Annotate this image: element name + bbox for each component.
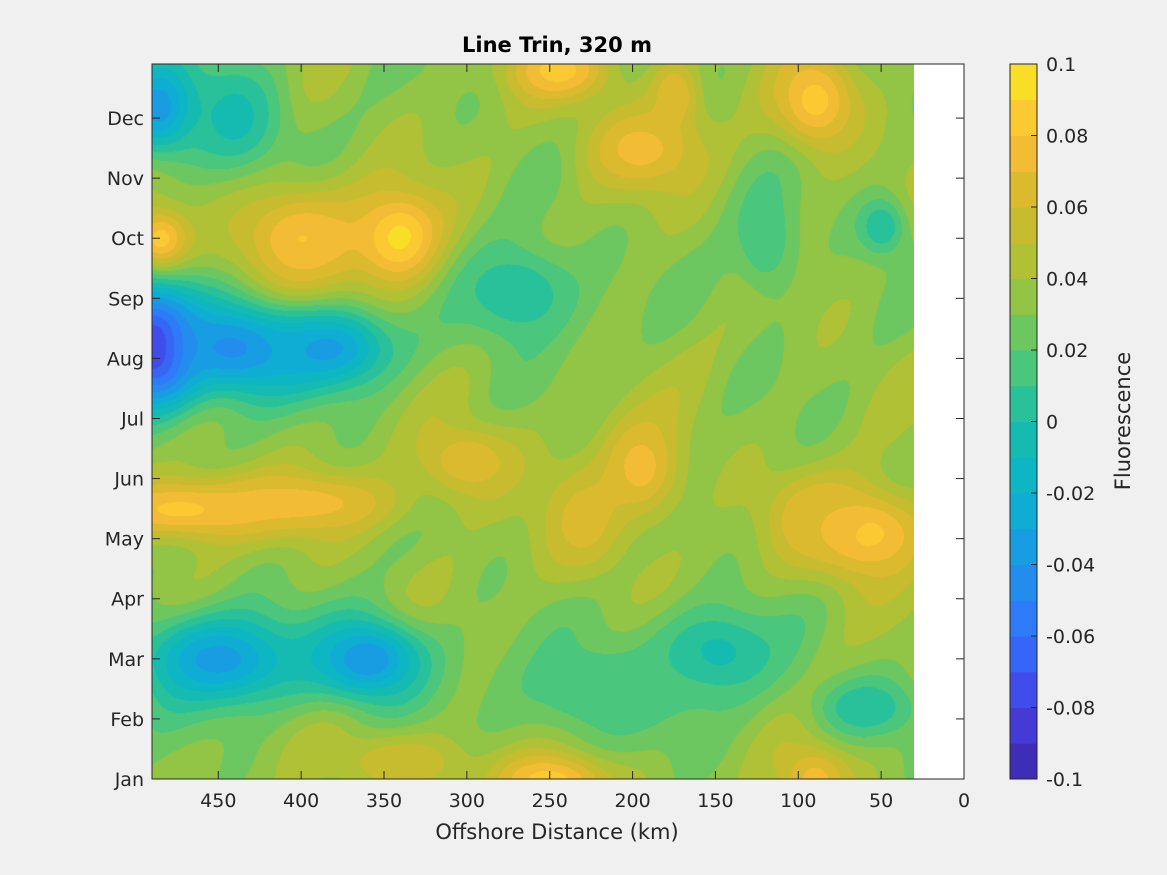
- x-axis-label: Offshore Distance (km): [435, 820, 678, 844]
- colorbar-tick-label: -0.06: [1046, 626, 1095, 648]
- colorbar-band: [1010, 600, 1037, 637]
- colorbar-band: [1010, 207, 1037, 244]
- colorbar-ticks: 0.1 0.08 0.06 0.04 0.02 0 -0.02 -0.04 -0.06 -0.08…: [1031, 54, 1095, 791]
- chart-title: Line Trin, 320 m: [462, 33, 652, 57]
- colorbar-band: [1010, 242, 1037, 279]
- colorbar-tick-label: 0: [1046, 412, 1058, 434]
- y-tick-label: Sep: [108, 288, 144, 310]
- y-tick-label: Aug: [107, 348, 144, 370]
- colorbar-band: [1010, 707, 1037, 744]
- x-tick-label: 250: [532, 790, 568, 812]
- axes-box: [151, 63, 965, 780]
- y-tick-label: Dec: [107, 108, 144, 130]
- heatmap-field: [152, 64, 914, 779]
- colorbar-band: [1010, 64, 1037, 101]
- x-tick-label: 200: [614, 790, 650, 812]
- colorbar-band: [1010, 171, 1037, 208]
- colorbar-tick-label: 0.08: [1046, 126, 1088, 148]
- colorbar-tick-label: -0.02: [1046, 483, 1095, 505]
- heatmap-canvas: [152, 64, 914, 779]
- colorbar-band: [1010, 314, 1037, 351]
- plot-area: 450 400 350 300 250 200 150 100 50 0 Jan Feb Mar Apr…: [105, 63, 970, 812]
- colorbar-band: [1010, 385, 1037, 422]
- colorbar-band: [1010, 671, 1037, 708]
- colorbar-band: [1010, 636, 1037, 673]
- colorbar-band: [1010, 457, 1037, 494]
- y-tick-label: Mar: [108, 649, 144, 671]
- y-tick-label: Jan: [114, 769, 144, 791]
- y-tick-label: May: [105, 529, 144, 551]
- colorbar-tick-label: -0.08: [1046, 698, 1095, 720]
- x-tick-label: 400: [283, 790, 319, 812]
- colorbar-tick-label: 0.04: [1046, 269, 1088, 291]
- x-tick-label: 100: [780, 790, 816, 812]
- x-tick-label: 150: [697, 790, 733, 812]
- colorbar-band: [1010, 421, 1037, 458]
- colorbar-band: [1010, 99, 1037, 136]
- x-tick-label: 0: [958, 790, 970, 812]
- colorbar-bands: [1010, 64, 1037, 780]
- y-tick-label: Apr: [111, 589, 144, 611]
- colorbar-band: [1010, 564, 1037, 601]
- colorbar-band: [1010, 278, 1037, 315]
- x-tick-label: 300: [449, 790, 485, 812]
- colorbar: 0.1 0.08 0.06 0.04 0.02 0 -0.02 -0.04 -0.06 -0.08…: [1009, 54, 1135, 791]
- colorbar-band: [1010, 350, 1037, 387]
- x-tick-label: 350: [366, 790, 402, 812]
- x-axis-ticks: 450 400 350 300 250 200 150 100 50 0: [200, 64, 970, 812]
- colorbar-tick-label: 0.06: [1046, 197, 1088, 219]
- colorbar-band: [1010, 493, 1037, 530]
- colorbar-label: Fluorescence: [1111, 352, 1135, 490]
- y-tick-label: Jul: [120, 408, 144, 430]
- y-tick-label: Nov: [107, 168, 144, 190]
- colorbar-tick-label: -0.1: [1046, 769, 1083, 791]
- y-axis-ticks: Jan Feb Mar Apr May Jun Jul Aug Sep Oct Nov Dec: [105, 108, 964, 791]
- colorbar-band: [1010, 135, 1037, 172]
- colorbar-tick-label: -0.04: [1046, 555, 1095, 577]
- colorbar-band: [1010, 528, 1037, 565]
- y-tick-label: Feb: [110, 709, 144, 731]
- colorbar-tick-label: 0.1: [1046, 54, 1076, 76]
- colorbar-band: [1010, 743, 1037, 780]
- x-tick-label: 450: [200, 790, 236, 812]
- y-tick-label: Oct: [111, 228, 144, 250]
- colorbar-tick-label: 0.02: [1046, 340, 1088, 362]
- x-tick-label: 50: [869, 790, 893, 812]
- y-tick-label: Jun: [113, 469, 144, 491]
